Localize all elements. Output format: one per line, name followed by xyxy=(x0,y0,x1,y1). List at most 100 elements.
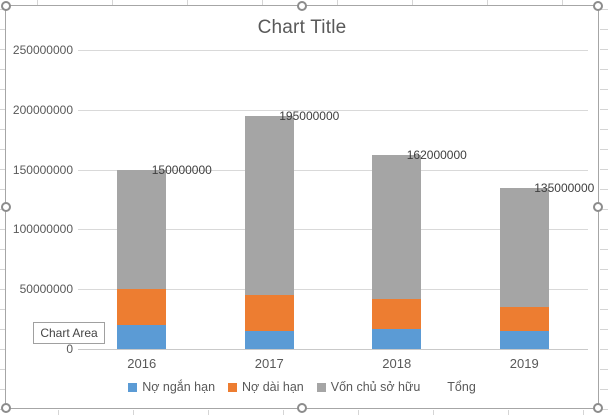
gridline xyxy=(78,50,588,51)
y-axis-label[interactable]: 150000000 xyxy=(12,162,73,177)
y-axis-label[interactable]: 200000000 xyxy=(12,102,73,117)
bar-segment-1[interactable] xyxy=(244,295,294,332)
legend-swatch-icon xyxy=(316,382,326,392)
sheet-gridline-tick xyxy=(487,0,488,5)
sheet-gridline-tick xyxy=(600,269,608,270)
sheet-gridline-tick xyxy=(600,189,608,190)
sheet-gridline-tick xyxy=(112,0,113,5)
sheet-gridline-tick xyxy=(600,349,608,350)
sheet-gridline-tick xyxy=(37,0,38,5)
sheet-gridline-tick xyxy=(600,49,608,50)
category-label[interactable]: 2019 xyxy=(509,356,539,371)
sheet-gridline-tick xyxy=(0,69,5,70)
sheet-gridline-tick xyxy=(0,329,5,330)
sheet-gridline-tick xyxy=(600,69,608,70)
bar-segment-2[interactable] xyxy=(372,155,422,299)
sheet-gridline-tick xyxy=(600,309,608,310)
legend-label: Tổng xyxy=(447,380,476,394)
chart-area-tooltip-label: Chart Area xyxy=(40,326,98,340)
sheet-gridline-tick xyxy=(0,229,5,230)
sheet-gridline-tick xyxy=(600,9,608,10)
sheet-gridline-tick xyxy=(600,89,608,90)
sheet-gridline-tick xyxy=(0,369,5,370)
legend-label: Vốn chủ sở hữu xyxy=(330,380,421,394)
selection-handle-bottom-right[interactable] xyxy=(593,403,603,413)
sheet-gridline-tick xyxy=(0,89,5,90)
bar-segment-0[interactable] xyxy=(117,169,167,290)
selection-handle-right-mid[interactable] xyxy=(593,202,603,212)
sheet-gridline-tick xyxy=(600,249,608,250)
legend-swatch-icon xyxy=(433,383,442,392)
sheet-gridline-tick xyxy=(0,189,5,190)
bar-segment-3[interactable] xyxy=(499,187,549,308)
y-axis-label[interactable]: 0 xyxy=(66,342,73,356)
sheet-gridline-tick xyxy=(600,389,608,390)
bar-segment-2[interactable] xyxy=(372,298,422,329)
sheet-gridline-tick xyxy=(600,109,608,110)
bar-segment-3[interactable] xyxy=(499,307,549,332)
y-axis-label[interactable]: 50000000 xyxy=(19,282,73,297)
sheet-gridline-tick xyxy=(600,149,608,150)
sheet-gridline-tick xyxy=(208,410,209,415)
selection-handle-top-mid[interactable] xyxy=(297,1,307,11)
legend-swatch-icon xyxy=(228,382,238,392)
sheet-gridline-tick xyxy=(600,29,608,30)
data-label[interactable]: 162000000 xyxy=(406,148,467,163)
sheet-gridline-tick xyxy=(0,169,5,170)
data-label[interactable]: 135000000 xyxy=(534,180,595,195)
sheet-gridline-tick xyxy=(508,410,509,415)
data-label[interactable]: 195000000 xyxy=(279,108,340,123)
sheet-gridline-tick xyxy=(0,269,5,270)
sheet-gridline-tick xyxy=(0,309,5,310)
selection-handle-bottom-left[interactable] xyxy=(1,403,11,413)
sheet-gridline-tick xyxy=(0,389,5,390)
sheet-gridline-tick xyxy=(433,410,434,415)
sheet-gridline-tick xyxy=(0,249,5,250)
sheet-gridline-tick xyxy=(600,409,608,410)
category-axis-line xyxy=(78,349,588,350)
sheet-gridline-tick xyxy=(0,149,5,150)
legend-item[interactable]: Vốn chủ sở hữu xyxy=(316,380,421,394)
sheet-gridline-tick xyxy=(412,0,413,5)
sheet-gridline-tick xyxy=(600,289,608,290)
category-label[interactable]: 2016 xyxy=(127,356,157,371)
sheet-gridline-tick xyxy=(358,410,359,415)
bar-segment-3[interactable] xyxy=(499,331,549,349)
category-label[interactable]: 2018 xyxy=(382,356,412,371)
bar-segment-0[interactable] xyxy=(117,289,167,326)
chart-title[interactable]: Chart Title xyxy=(257,17,347,38)
selection-handle-bottom-mid[interactable] xyxy=(297,403,307,413)
legend[interactable]: Nợ ngắn hạn Nợ dài hạn Vốn chủ sở hữu Tổng xyxy=(6,380,598,394)
sheet-gridline-tick xyxy=(0,109,5,110)
chart-area-tooltip: Chart Area xyxy=(33,322,105,344)
legend-swatch-icon xyxy=(128,382,138,392)
sheet-gridline-tick xyxy=(283,410,284,415)
sheet-gridline-tick xyxy=(600,329,608,330)
y-axis-label[interactable]: 250000000 xyxy=(12,43,73,57)
legend-item[interactable]: Nợ dài hạn xyxy=(228,380,304,394)
y-axis-label[interactable]: 100000000 xyxy=(12,222,73,237)
sheet-gridline-tick xyxy=(583,410,584,415)
sheet-gridline-tick xyxy=(133,410,134,415)
legend-item[interactable]: Nợ ngắn hạn xyxy=(128,380,215,394)
bar-segment-1[interactable] xyxy=(244,115,294,296)
category-label[interactable]: 2017 xyxy=(254,356,284,371)
bar-segment-0[interactable] xyxy=(117,325,167,349)
sheet-gridline-tick xyxy=(187,0,188,5)
sheet-gridline-tick xyxy=(600,369,608,370)
sheet-gridline-tick xyxy=(562,0,563,5)
legend-label: Nợ dài hạn xyxy=(242,380,304,394)
sheet-gridline-tick xyxy=(58,410,59,415)
bar-segment-1[interactable] xyxy=(244,331,294,349)
bar-segment-2[interactable] xyxy=(372,328,422,349)
selection-handle-top-left[interactable] xyxy=(1,1,11,11)
sheet-gridline-tick xyxy=(600,209,608,210)
selection-handle-left-mid[interactable] xyxy=(1,202,11,212)
sheet-gridline-tick xyxy=(0,29,5,30)
selection-handle-top-right[interactable] xyxy=(593,1,603,11)
gridline xyxy=(78,289,588,291)
legend-item[interactable]: Tổng xyxy=(433,380,476,394)
data-label[interactable]: 150000000 xyxy=(151,162,212,177)
